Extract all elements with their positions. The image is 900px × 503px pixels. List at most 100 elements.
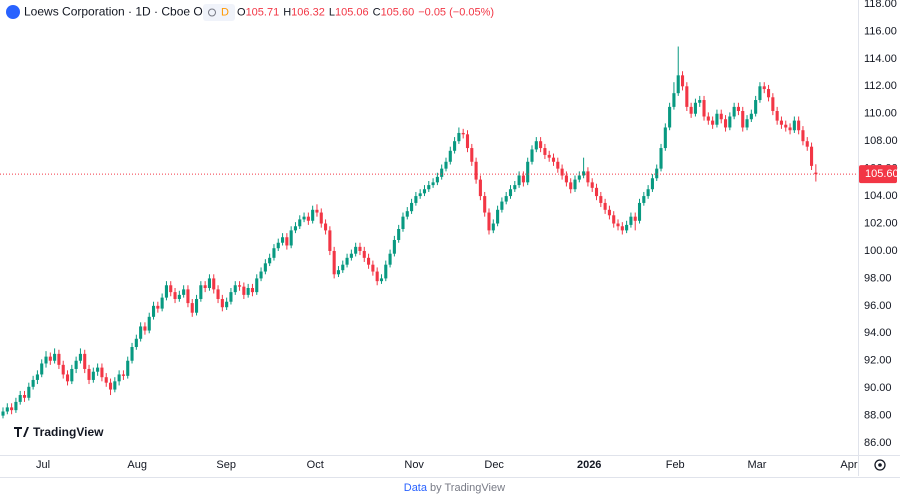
y-tick-label: 110.00 — [864, 108, 897, 120]
candle-body — [689, 106, 693, 114]
x-tick-label: Aug — [127, 459, 147, 471]
candle-body — [668, 106, 672, 128]
candle-body — [646, 189, 650, 197]
candle-body — [410, 202, 414, 212]
candle-body — [629, 216, 633, 225]
candle-body — [147, 316, 151, 331]
y-tick-label: 100.00 — [864, 245, 898, 257]
candle-body — [27, 386, 31, 398]
candle-body — [418, 193, 422, 197]
candle-body — [44, 356, 48, 364]
watermark: TradingView — [8, 421, 104, 444]
candle-body — [250, 288, 255, 293]
change: −0.05 (−0.05%) — [418, 6, 494, 18]
candle-body — [332, 250, 336, 275]
candle-body — [758, 86, 762, 101]
candle-body — [706, 116, 710, 121]
candle-body — [741, 111, 745, 128]
candle-body — [130, 347, 134, 361]
candle-body — [233, 285, 237, 293]
candle-body — [637, 202, 642, 221]
candle-body — [586, 171, 590, 183]
plot — [0, 46, 858, 419]
candle-body — [83, 353, 87, 369]
candle-body — [478, 179, 482, 197]
candle-body — [315, 209, 319, 213]
y-tick-label: 86.00 — [864, 437, 892, 449]
candle-body — [354, 246, 358, 254]
ohlc-label: H — [283, 6, 291, 18]
last-price-label: 105.60 — [865, 168, 899, 180]
candle-body — [496, 209, 500, 224]
gear[interactable] — [874, 459, 886, 471]
candle-body — [302, 216, 306, 220]
candle-body — [341, 264, 345, 271]
candle-body — [281, 237, 285, 243]
x-tick-label: Nov — [404, 459, 424, 471]
y-tick-label: 98.00 — [864, 272, 892, 284]
candle-body — [723, 119, 728, 128]
candle-body — [797, 120, 801, 131]
y-tick-label: 108.00 — [864, 135, 898, 147]
candle-body — [285, 237, 289, 246]
candle-body — [620, 226, 624, 231]
candle-body — [526, 161, 530, 183]
candle-body — [74, 360, 78, 369]
candle-body — [143, 326, 147, 331]
candle-body — [173, 292, 177, 299]
y-tick-label: 114.00 — [864, 53, 897, 65]
candle-body — [293, 226, 298, 231]
candle-body — [577, 175, 581, 180]
candle-body — [349, 253, 353, 258]
candle-body — [242, 286, 246, 295]
candle-body — [246, 288, 250, 295]
candle-body — [48, 356, 52, 361]
y-tick-label: 116.00 — [864, 25, 897, 37]
candle-body — [805, 141, 809, 147]
candle-body — [139, 326, 143, 339]
candle-body — [814, 172, 818, 175]
candle-body — [672, 93, 676, 107]
candle-body — [190, 303, 194, 313]
candle-body — [358, 246, 362, 251]
candle-body — [96, 367, 100, 372]
candle-body — [573, 179, 577, 190]
candle-body — [388, 253, 392, 265]
candle-body — [470, 148, 474, 162]
candle-body — [642, 196, 646, 203]
legend: Loews Corporation · 1D · Cboe One D — [6, 4, 235, 21]
candle-body — [186, 289, 190, 304]
footer-link[interactable]: Data — [404, 482, 428, 494]
candle-body — [801, 130, 805, 142]
candle-body — [431, 182, 435, 186]
candle-body — [676, 75, 680, 94]
candle-body — [238, 285, 242, 287]
candle-body — [65, 374, 70, 382]
candle-body — [766, 89, 771, 98]
candle-body — [422, 189, 427, 194]
watermark-logo — [14, 427, 29, 437]
x-tick-label: Sep — [216, 459, 236, 471]
candle-body — [547, 154, 551, 158]
candle-body — [779, 120, 783, 125]
candle-body — [324, 223, 328, 231]
candle-body — [599, 196, 603, 203]
candle-body — [513, 185, 517, 190]
candle-body — [379, 278, 384, 282]
settings-icon[interactable] — [874, 459, 886, 471]
candle-body — [517, 175, 521, 186]
candle-body — [444, 161, 448, 169]
candle-body — [427, 185, 431, 190]
candle-body — [483, 196, 487, 213]
candle-body — [784, 124, 788, 128]
candle-body — [435, 176, 439, 183]
candle-body — [543, 148, 547, 155]
candle-body — [336, 270, 341, 275]
ohlc-label: L — [329, 6, 335, 18]
candle-body — [367, 257, 371, 265]
gear-center — [878, 463, 882, 467]
candle-body — [650, 178, 654, 190]
candle-body — [685, 86, 689, 107]
candle-body — [680, 75, 685, 87]
badge-box[interactable] — [203, 4, 235, 21]
